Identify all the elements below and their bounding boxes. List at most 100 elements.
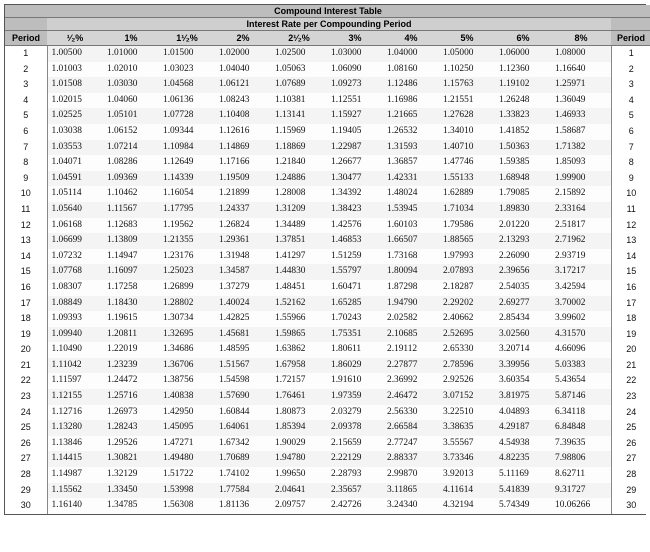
- factor-cell: 2.27877: [383, 357, 439, 374]
- factor-cell: 1.10984: [159, 139, 215, 156]
- factor-cell: 2.04641: [271, 482, 327, 499]
- period-cell-right: 11: [611, 201, 650, 218]
- factor-cell: 1.10490: [46, 342, 103, 358]
- factor-cell: 1.25971: [551, 77, 612, 93]
- factor-cell: 1.64061: [215, 420, 271, 436]
- factor-cell: 1.14947: [103, 248, 159, 265]
- period-cell-right: 27: [611, 451, 650, 468]
- table-row: 1 1.00500 1.01000 1.01500 1.02000 1.02500 1.03…: [5, 45, 650, 62]
- factor-cell: 1.33450: [103, 482, 159, 499]
- factor-cell: 1.11042: [46, 357, 103, 374]
- factor-cell: 2.65330: [439, 342, 495, 358]
- factor-cell: 1.68948: [495, 170, 551, 187]
- factor-cell: 1.31209: [271, 201, 327, 218]
- table-row: 26 1.13846 1.29526 1.47271 1.67342 1.90029 2.1…: [5, 435, 650, 452]
- factor-cell: 1.42576: [327, 217, 383, 234]
- factor-cell: 1.72157: [271, 373, 327, 390]
- factor-cell: 2.85434: [495, 311, 551, 327]
- factor-cell: 1.70689: [215, 451, 271, 468]
- table-row: 20 1.10490 1.22019 1.34686 1.48595 1.63862 1.8…: [5, 342, 650, 358]
- factor-cell: 1.62889: [439, 186, 495, 202]
- rate-header: 1%: [103, 30, 159, 46]
- factor-cell: 1.09393: [46, 311, 103, 327]
- factor-cell: 1.42331: [383, 170, 439, 187]
- subtitle-spacer-right: [611, 17, 650, 31]
- period-cell-right: 29: [611, 482, 650, 499]
- factor-cell: 1.22019: [103, 342, 159, 358]
- factor-cell: 1.06699: [46, 233, 103, 249]
- table-row: 25 1.13280 1.28243 1.45095 1.64061 1.85394 2.0…: [5, 420, 650, 436]
- factor-cell: 2.52695: [439, 326, 495, 343]
- factor-cell: 1.60103: [383, 217, 439, 234]
- table-row: 5 1.02525 1.05101 1.07728 1.10408 1.13141 1.15…: [5, 108, 650, 124]
- table-row: 10 1.05114 1.10462 1.16054 1.21899 1.28008 1.3…: [5, 186, 650, 202]
- factor-cell: 1.00500: [46, 45, 103, 62]
- factor-cell: 1.42825: [215, 311, 271, 327]
- period-cell-right: 4: [611, 92, 650, 109]
- period-cell-left: 23: [5, 389, 47, 405]
- factor-cell: 1.01003: [46, 61, 103, 78]
- factor-cell: 1.40838: [159, 389, 215, 405]
- factor-cell: 1.12716: [46, 404, 103, 421]
- factor-cell: 1.32129: [103, 467, 159, 483]
- factor-cell: 1.23176: [159, 248, 215, 265]
- period-cell-left: 19: [5, 326, 47, 343]
- period-cell-right: 2: [611, 61, 650, 78]
- factor-cell: 1.85394: [271, 420, 327, 436]
- factor-cell: 1.24886: [271, 170, 327, 187]
- factor-cell: 1.14415: [46, 451, 103, 468]
- period-cell-right: 15: [611, 264, 650, 280]
- table-row: 30 1.16140 1.34785 1.56308 1.81136 2.09757 2.4…: [5, 498, 650, 514]
- period-cell-right: 28: [611, 467, 650, 483]
- factor-cell: 1.17166: [215, 155, 271, 171]
- factor-cell: 1.18430: [103, 295, 159, 312]
- factor-cell: 1.48451: [271, 279, 327, 296]
- factor-cell: 1.51259: [327, 248, 383, 265]
- factor-cell: 1.59865: [271, 326, 327, 343]
- factor-cell: 1.08307: [46, 279, 103, 296]
- factor-cell: 1.46853: [327, 233, 383, 249]
- period-cell-left: 29: [5, 482, 47, 499]
- factor-cell: 1.26899: [159, 279, 215, 296]
- factor-cell: 4.31570: [551, 326, 612, 343]
- subtitle-spacer-left: [5, 17, 47, 31]
- factor-cell: 1.51567: [215, 357, 271, 374]
- factor-cell: 1.19102: [495, 77, 551, 93]
- period-cell-right: 3: [611, 77, 650, 93]
- factor-cell: 1.22987: [327, 139, 383, 156]
- factor-cell: 1.52162: [271, 295, 327, 312]
- factor-cell: 1.28243: [103, 420, 159, 436]
- factor-cell: 1.03038: [46, 123, 103, 140]
- factor-cell: 3.24340: [383, 498, 439, 514]
- factor-cell: 1.33823: [495, 108, 551, 124]
- period-cell-left: 20: [5, 342, 47, 358]
- factor-cell: 1.59385: [495, 155, 551, 171]
- factor-cell: 2.77247: [383, 435, 439, 452]
- factor-cell: 1.04568: [159, 77, 215, 93]
- table-row: 4 1.02015 1.04060 1.06136 1.08243 1.10381 1.12…: [5, 92, 650, 109]
- rate-header: 3%: [327, 30, 383, 46]
- factor-cell: 1.99900: [551, 170, 612, 187]
- factor-cell: 1.32695: [159, 326, 215, 343]
- factor-cell: 1.97359: [327, 389, 383, 405]
- factor-cell: 1.21355: [159, 233, 215, 249]
- factor-cell: 1.05000: [439, 45, 495, 62]
- factor-cell: 3.81975: [495, 389, 551, 405]
- factor-cell: 1.36049: [551, 92, 612, 109]
- factor-cell: 5.41839: [495, 482, 551, 499]
- factor-cell: 2.71962: [551, 233, 612, 249]
- period-cell-left: 2: [5, 61, 47, 78]
- table-row: 12 1.06168 1.12683 1.19562 1.26824 1.34489 1.4…: [5, 217, 650, 234]
- rate-header: 4%: [383, 30, 439, 46]
- factor-cell: 1.38756: [159, 373, 215, 390]
- factor-cell: 1.14339: [159, 170, 215, 187]
- factor-cell: 1.07728: [159, 108, 215, 124]
- factor-cell: 1.81136: [215, 498, 271, 514]
- factor-cell: 1.63862: [271, 342, 327, 358]
- factor-cell: 1.06168: [46, 217, 103, 234]
- period-cell-left: 21: [5, 357, 47, 374]
- factor-cell: 1.30821: [103, 451, 159, 468]
- period-cell-right: 1: [611, 45, 650, 62]
- factor-cell: 1.37851: [271, 233, 327, 249]
- factor-cell: 2.28793: [327, 467, 383, 483]
